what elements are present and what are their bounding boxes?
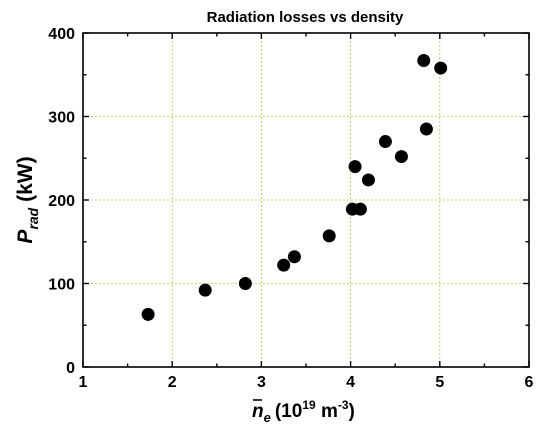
y-label-unit: (kW)	[14, 156, 37, 207]
data-point	[353, 202, 367, 216]
y-axis-tick-labels: 0 100 200 300 400	[48, 26, 75, 377]
y-tick-label: 0	[66, 360, 75, 377]
data-point	[141, 307, 155, 321]
data-point	[277, 258, 291, 272]
data-points	[141, 54, 448, 321]
x-tick-label: 2	[168, 374, 177, 391]
y-label-subscript: rad	[25, 207, 41, 229]
x-tick-label: 4	[346, 374, 355, 391]
data-point	[287, 250, 301, 264]
x-label-unit-suffix: )	[349, 401, 355, 422]
x-label-symbol: n	[252, 401, 264, 422]
x-axis-tick-labels: 1 2 3 4 5 6	[79, 374, 534, 391]
x-tick-label: 1	[79, 374, 88, 391]
svg-text:Prad (kW): Prad (kW)	[14, 156, 41, 243]
data-point	[322, 229, 336, 243]
y-tick-label: 100	[48, 277, 75, 294]
x-label-unit-prefix: (10	[275, 401, 302, 422]
x-tick-label: 5	[435, 374, 444, 391]
data-point	[394, 150, 408, 164]
data-point	[417, 54, 431, 68]
x-tick-label: 3	[257, 374, 266, 391]
data-point	[198, 283, 212, 297]
data-point	[238, 277, 252, 290]
chart-title: Radiation losses vs density	[207, 9, 404, 26]
data-point	[348, 160, 362, 174]
x-label-unit-mid: m	[316, 401, 338, 422]
x-tick-label: 6	[525, 374, 534, 391]
y-axis-label: Prad (kW)	[14, 156, 41, 243]
x-label-unit-exp: 19	[302, 398, 316, 412]
x-axis-label: ne (1019 m-3)	[252, 398, 355, 425]
y-tick-label: 200	[48, 193, 75, 210]
data-point	[419, 122, 433, 136]
svg-text:ne(1019 m-3): ne (1019 m-3)	[252, 398, 355, 425]
x-label-unit-exp2: -3	[338, 398, 349, 412]
y-label-symbol: P	[14, 229, 37, 244]
data-point	[361, 173, 375, 187]
axis-ticks	[82, 32, 530, 368]
y-tick-label: 300	[48, 110, 75, 127]
y-tick-label: 400	[48, 26, 75, 43]
x-label-subscript: e	[264, 410, 271, 425]
data-point	[378, 135, 392, 149]
data-point	[434, 61, 448, 75]
